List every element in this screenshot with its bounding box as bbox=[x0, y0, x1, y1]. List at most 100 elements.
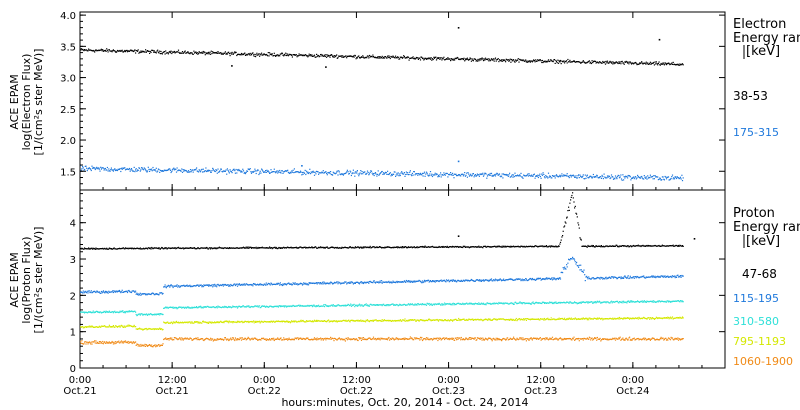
data-point bbox=[478, 59, 480, 61]
data-point bbox=[508, 174, 510, 176]
data-point bbox=[269, 53, 271, 56]
data-point bbox=[467, 246, 469, 248]
data-point bbox=[519, 174, 521, 176]
data-point bbox=[463, 246, 465, 248]
data-point bbox=[523, 302, 525, 304]
data-point bbox=[624, 61, 626, 63]
data-point bbox=[524, 60, 526, 62]
data-point bbox=[168, 285, 170, 287]
data-point bbox=[535, 59, 537, 61]
data-point bbox=[651, 175, 653, 178]
data-point bbox=[351, 304, 353, 306]
data-point bbox=[655, 277, 657, 279]
data-point bbox=[366, 304, 369, 306]
data-point bbox=[551, 175, 554, 177]
data-point bbox=[550, 177, 552, 179]
data-point bbox=[519, 58, 521, 60]
data-point bbox=[650, 63, 652, 65]
data-point bbox=[356, 320, 358, 322]
data-point bbox=[133, 50, 135, 53]
data-point bbox=[125, 247, 127, 250]
data-point bbox=[663, 275, 665, 277]
data-point bbox=[322, 320, 324, 322]
data-point bbox=[517, 278, 519, 280]
data-point bbox=[506, 302, 508, 304]
data-point bbox=[220, 53, 222, 55]
data-point bbox=[122, 167, 124, 169]
data-point bbox=[165, 307, 167, 309]
data-point bbox=[139, 314, 141, 316]
data-point bbox=[273, 55, 275, 57]
data-point bbox=[305, 283, 308, 285]
data-point bbox=[114, 169, 117, 172]
data-point bbox=[129, 310, 131, 313]
data-point bbox=[242, 305, 244, 307]
data-point bbox=[543, 278, 545, 280]
data-point bbox=[145, 169, 147, 171]
data-point bbox=[484, 245, 486, 247]
data-point bbox=[387, 304, 389, 306]
data-point bbox=[154, 313, 156, 315]
data-point bbox=[216, 52, 218, 54]
data-point bbox=[125, 290, 127, 292]
data-point bbox=[529, 277, 531, 280]
data-point bbox=[493, 174, 495, 176]
data-point bbox=[253, 306, 255, 308]
data-point bbox=[108, 324, 110, 326]
data-point bbox=[331, 320, 333, 322]
data-point bbox=[610, 61, 612, 63]
data-point bbox=[657, 245, 659, 247]
data-point bbox=[265, 170, 267, 172]
data-point bbox=[393, 281, 395, 283]
data-point bbox=[511, 302, 513, 304]
data-point bbox=[113, 290, 115, 292]
data-point bbox=[551, 301, 553, 303]
data-point bbox=[531, 246, 533, 248]
data-point bbox=[332, 246, 334, 249]
data-point bbox=[519, 301, 521, 303]
data-point bbox=[317, 282, 319, 284]
data-point bbox=[407, 281, 409, 283]
data-point bbox=[475, 175, 477, 177]
data-point bbox=[242, 53, 244, 55]
data-point bbox=[203, 52, 205, 54]
data-point bbox=[435, 173, 438, 175]
data-point bbox=[237, 283, 239, 285]
data-point bbox=[84, 49, 86, 51]
data-point bbox=[388, 173, 390, 176]
data-point bbox=[381, 304, 383, 306]
data-point bbox=[541, 302, 543, 305]
data-point bbox=[393, 56, 395, 59]
data-point bbox=[521, 302, 523, 304]
data-point bbox=[312, 282, 314, 284]
data-point bbox=[404, 304, 406, 306]
data-point bbox=[474, 303, 476, 305]
data-point bbox=[547, 172, 550, 174]
data-point bbox=[590, 301, 592, 303]
data-point bbox=[599, 278, 601, 280]
data-point bbox=[363, 282, 365, 284]
data-point bbox=[248, 321, 251, 323]
data-point bbox=[277, 282, 279, 284]
data-point bbox=[302, 283, 304, 285]
data-point bbox=[580, 239, 582, 241]
data-point bbox=[102, 49, 104, 51]
data-point bbox=[302, 54, 304, 56]
data-point bbox=[657, 301, 659, 303]
data-point bbox=[583, 269, 585, 271]
data-point bbox=[631, 246, 633, 248]
data-point bbox=[352, 56, 354, 58]
data-point bbox=[533, 246, 535, 248]
data-point bbox=[383, 172, 385, 174]
data-point bbox=[323, 172, 325, 174]
data-point bbox=[350, 55, 352, 57]
data-point bbox=[326, 174, 328, 176]
data-point bbox=[175, 285, 178, 287]
series-310-580 bbox=[80, 300, 684, 317]
data-point bbox=[129, 170, 131, 172]
data-point bbox=[467, 172, 469, 174]
data-point bbox=[143, 328, 145, 330]
data-point bbox=[433, 56, 435, 58]
data-point bbox=[356, 246, 358, 248]
data-point bbox=[157, 170, 159, 172]
